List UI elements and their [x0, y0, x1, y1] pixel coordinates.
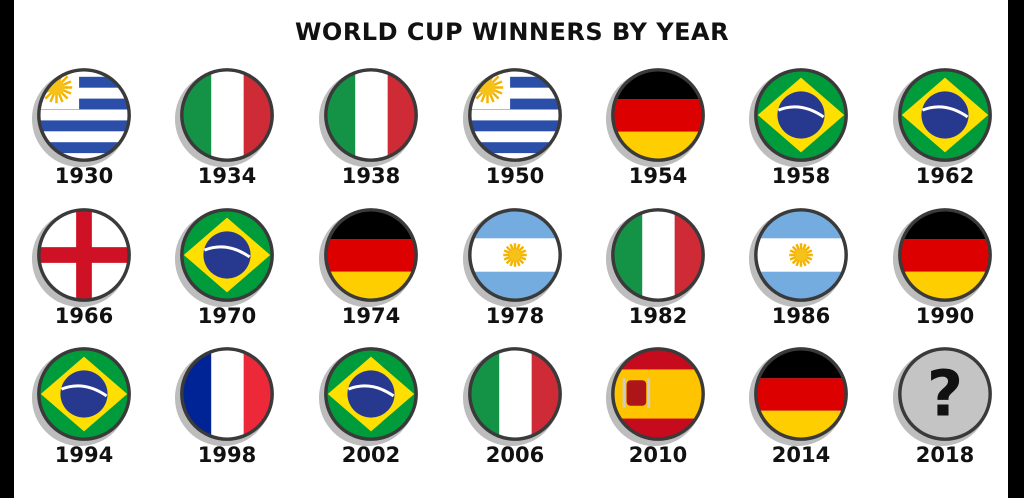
germany-flag	[605, 68, 705, 168]
year-label: 1986	[771, 304, 831, 328]
brazil-flag	[31, 347, 131, 447]
question-mark-icon: ?	[892, 347, 992, 447]
winner-1966: 1966	[19, 200, 149, 340]
brazil-flag	[892, 68, 992, 168]
winner-1958: 1958	[736, 60, 866, 200]
year-label: 1982	[628, 304, 688, 328]
year-label: 1974	[341, 304, 401, 328]
winner-1998: 1998	[162, 339, 292, 479]
year-label: 1970	[197, 304, 257, 328]
italy-flag	[605, 208, 705, 308]
winner-1982: 1982	[593, 200, 723, 340]
winner-2002: 2002	[306, 339, 436, 479]
argentina-flag	[748, 208, 848, 308]
england-flag	[31, 208, 131, 308]
page-title: WORLD CUP WINNERS BY YEAR	[294, 18, 730, 46]
year-label: 1954	[628, 164, 688, 188]
italy-flag	[462, 347, 562, 447]
winner-1950: 1950	[450, 60, 580, 200]
year-label: 2002	[341, 443, 401, 467]
spain-flag	[605, 347, 705, 447]
year-label: 1938	[341, 164, 401, 188]
winner-1938: 1938	[306, 60, 436, 200]
winner-2006: 2006	[450, 339, 580, 479]
germany-flag	[892, 208, 992, 308]
winner-2014: 2014	[736, 339, 866, 479]
brazil-flag	[748, 68, 848, 168]
italy-flag	[174, 68, 274, 168]
argentina-flag	[462, 208, 562, 308]
winner-1934: 1934	[162, 60, 292, 200]
year-label: 2010	[628, 443, 688, 467]
winner-1954: 1954	[593, 60, 723, 200]
year-label: 1990	[915, 304, 975, 328]
year-label: 2018	[915, 443, 975, 467]
italy-flag	[318, 68, 418, 168]
year-label: 1998	[197, 443, 257, 467]
year-label: 1930	[54, 164, 114, 188]
year-label: 1934	[197, 164, 257, 188]
france-flag	[174, 347, 274, 447]
year-label: 1958	[771, 164, 831, 188]
svg-text:?: ?	[927, 358, 963, 431]
winner-2010: 2010	[593, 339, 723, 479]
winner-1994: 1994	[19, 339, 149, 479]
winner-1930: 1930	[19, 60, 149, 200]
brazil-flag	[318, 347, 418, 447]
germany-flag	[748, 347, 848, 447]
brazil-flag	[174, 208, 274, 308]
uruguay-flag	[31, 68, 131, 168]
year-label: 1978	[485, 304, 545, 328]
winner-1990: 1990	[880, 200, 1010, 340]
year-label: 2006	[485, 443, 545, 467]
germany-flag	[318, 208, 418, 308]
uruguay-flag	[462, 68, 562, 168]
year-label: 1962	[915, 164, 975, 188]
year-label: 1994	[54, 443, 114, 467]
winner-2018: ? 2018	[880, 339, 1010, 479]
winner-1962: 1962	[880, 60, 1010, 200]
year-label: 1966	[54, 304, 114, 328]
winner-1986: 1986	[736, 200, 866, 340]
winner-1970: 1970	[162, 200, 292, 340]
winner-1974: 1974	[306, 200, 436, 340]
winner-1978: 1978	[450, 200, 580, 340]
year-label: 1950	[485, 164, 545, 188]
year-label: 2014	[771, 443, 831, 467]
